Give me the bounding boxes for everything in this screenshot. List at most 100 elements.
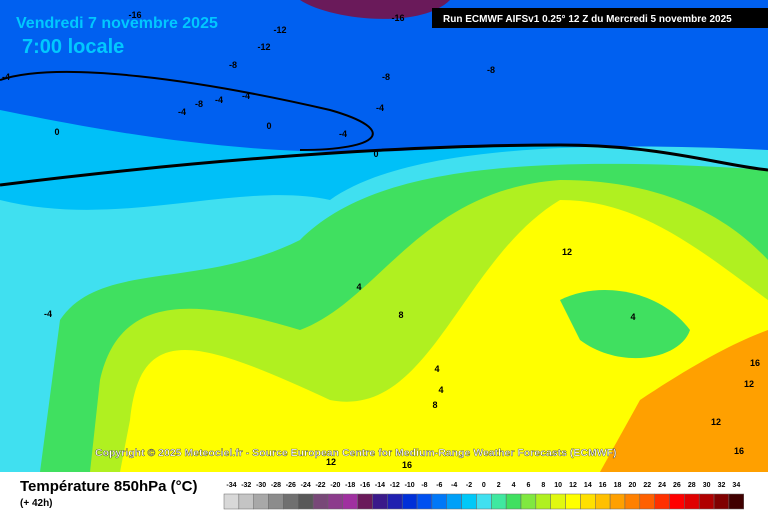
legend-swatch	[476, 493, 492, 510]
legend-swatch	[387, 493, 403, 510]
copyright: Copyright © 2025 Meteociel.fr - Source E…	[95, 447, 617, 459]
run-info: Run ECMWF AIFSv1 0.25° 12 Z du Mercredi …	[443, 14, 732, 25]
legend-swatch	[505, 493, 522, 510]
zone-warmer	[120, 200, 768, 472]
legend-label: -34	[226, 482, 236, 489]
contour-label: 16	[750, 358, 760, 368]
legend-label: 0	[482, 482, 486, 489]
legend-swatch	[609, 493, 626, 510]
legend-swatch	[565, 493, 581, 510]
legend-label: -16	[360, 482, 370, 489]
contour-label: 12	[562, 247, 572, 257]
legend-swatch	[684, 493, 700, 510]
contour-label: 4	[630, 312, 635, 322]
legend-label: -12	[390, 482, 400, 489]
legend-label: -10	[405, 482, 415, 489]
legend-swatch	[416, 493, 433, 510]
legend-label: 30	[703, 482, 711, 489]
contour-label: 8	[398, 310, 403, 320]
contour-label: -8	[229, 60, 237, 70]
legend-swatch	[728, 493, 745, 510]
legend-label: -4	[451, 482, 457, 489]
legend-swatch	[713, 493, 730, 510]
legend-swatch	[372, 493, 388, 510]
legend-label: 26	[673, 482, 681, 489]
legend-label: -30	[256, 482, 266, 489]
contour-label: -8	[382, 72, 390, 82]
contour-label: -4	[215, 95, 223, 105]
forecast-date: Vendredi 7 novembre 2025	[16, 15, 218, 32]
contour-label: -12	[257, 42, 270, 52]
legend-title: Température 850hPa (°C)	[20, 478, 197, 495]
legend-swatch	[342, 493, 358, 510]
legend-label: -32	[241, 482, 251, 489]
run-box	[432, 8, 768, 28]
contour-label: -16	[391, 13, 404, 23]
legend-swatch	[327, 493, 344, 510]
legend-swatch	[312, 493, 329, 510]
contour-label: 12	[744, 379, 754, 389]
legend-swatch	[669, 493, 685, 510]
legend-swatch	[461, 493, 477, 510]
legend-swatch	[238, 493, 254, 510]
contour-label: -4	[44, 309, 52, 319]
contour-label: 16	[402, 460, 412, 470]
zero-isotherm	[0, 143, 768, 187]
legend-label: -28	[271, 482, 281, 489]
legend-swatch	[535, 493, 551, 510]
contour-label: 4	[434, 364, 439, 374]
legend-swatch	[624, 493, 641, 510]
legend-label: -18	[345, 482, 355, 489]
legend-label: -26	[286, 482, 296, 489]
legend-swatch	[654, 493, 670, 510]
legend-label: -8	[421, 482, 427, 489]
zone-very-cold	[300, 0, 450, 19]
legend-label: 2	[497, 482, 501, 489]
lead-time: (+ 42h)	[20, 498, 53, 509]
legend-swatch	[298, 493, 314, 510]
legend-label: 6	[526, 482, 530, 489]
legend-label: 4	[512, 482, 516, 489]
legend-swatch	[253, 493, 269, 510]
contour-label: 0	[54, 127, 59, 137]
legend-label: -22	[315, 482, 325, 489]
contour-label: 0	[266, 121, 271, 131]
legend-label: 34	[732, 482, 740, 489]
legend-label: 32	[718, 482, 726, 489]
legend-swatch	[223, 493, 240, 510]
zone-balkan	[560, 290, 690, 359]
legend-label: -2	[466, 482, 472, 489]
zero-isotherm	[0, 70, 374, 151]
contour-label: 4	[356, 282, 361, 292]
legend-label: -6	[436, 482, 442, 489]
legend-swatch	[550, 493, 566, 510]
legend-swatch	[520, 493, 537, 510]
legend-label: 10	[554, 482, 562, 489]
contour-label: -8	[195, 99, 203, 109]
legend-label: -20	[330, 482, 340, 489]
zone-hot	[600, 330, 768, 472]
forecast-time: 7:00 locale	[22, 36, 124, 58]
legend-label: -24	[301, 482, 311, 489]
legend-label: 28	[688, 482, 696, 489]
contour-label: -8	[487, 65, 495, 75]
legend-label: 8	[541, 482, 545, 489]
legend-swatch	[357, 493, 373, 510]
legend-swatch	[401, 493, 418, 510]
contour-label: -4	[2, 72, 10, 82]
contour-label: 0	[373, 149, 378, 159]
legend-label: -14	[375, 482, 385, 489]
contour-label: 4	[438, 385, 443, 395]
legend-label: 24	[658, 482, 666, 489]
legend-label: 22	[643, 482, 651, 489]
contour-label: 12	[326, 457, 336, 467]
contour-label: -4	[339, 129, 347, 139]
contour-label: -4	[178, 107, 186, 117]
legend-label: 20	[628, 482, 636, 489]
legend-swatch	[431, 493, 447, 510]
contour-label: -12	[273, 25, 286, 35]
legend-label: 14	[584, 482, 592, 489]
legend-swatch	[491, 493, 507, 510]
legend-swatch	[595, 493, 611, 510]
